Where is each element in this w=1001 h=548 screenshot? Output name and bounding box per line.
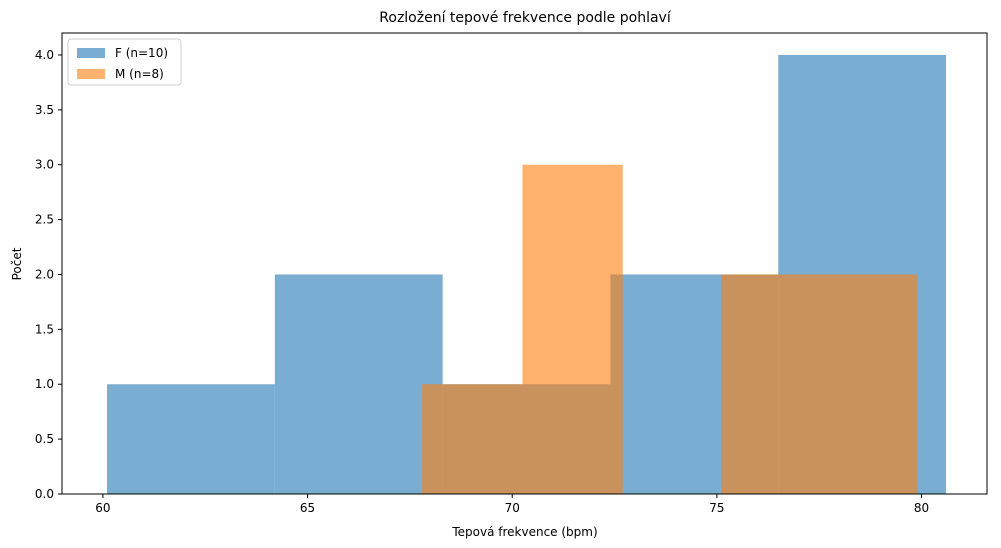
x-tick-label: 80	[914, 501, 929, 515]
legend-label-1: M (n=8)	[115, 67, 164, 81]
x-tick-label: 60	[95, 501, 110, 515]
x-tick-label: 75	[709, 501, 724, 515]
x-tick-label: 70	[505, 501, 520, 515]
y-axis-label: Počet	[10, 247, 24, 280]
y-tick-label: 4.0	[35, 48, 54, 62]
bar-series-0-bin-1	[274, 274, 443, 494]
bar-series-1-bin-4	[819, 274, 918, 494]
y-tick-label: 3.0	[35, 158, 54, 172]
y-tick-label: 2.5	[35, 213, 54, 227]
bar-series-1-bin-1	[522, 164, 623, 494]
x-tick-label: 65	[300, 501, 315, 515]
chart-title: Rozložení tepové frekvence podle pohlaví	[379, 10, 672, 26]
y-tick-label: 1.5	[35, 322, 54, 336]
legend-label-0: F (n=10)	[115, 46, 168, 60]
legend-swatch-0	[77, 48, 105, 58]
y-tick-label: 0.0	[35, 487, 54, 501]
y-tick-label: 0.5	[35, 432, 54, 446]
bar-series-1-bin-0	[422, 384, 523, 494]
bar-series-0-bin-0	[107, 384, 275, 494]
legend-swatch-1	[77, 69, 105, 79]
x-axis-label: Tepová frekvence (bpm)	[451, 525, 597, 539]
legend: F (n=10) M (n=8)	[67, 38, 182, 86]
plot-frame	[61, 32, 988, 495]
y-tick-label: 3.5	[35, 103, 54, 117]
y-tick-label: 1.0	[35, 377, 54, 391]
y-tick-label: 2.0	[35, 267, 54, 281]
bar-series-1-bin-3	[720, 274, 820, 494]
